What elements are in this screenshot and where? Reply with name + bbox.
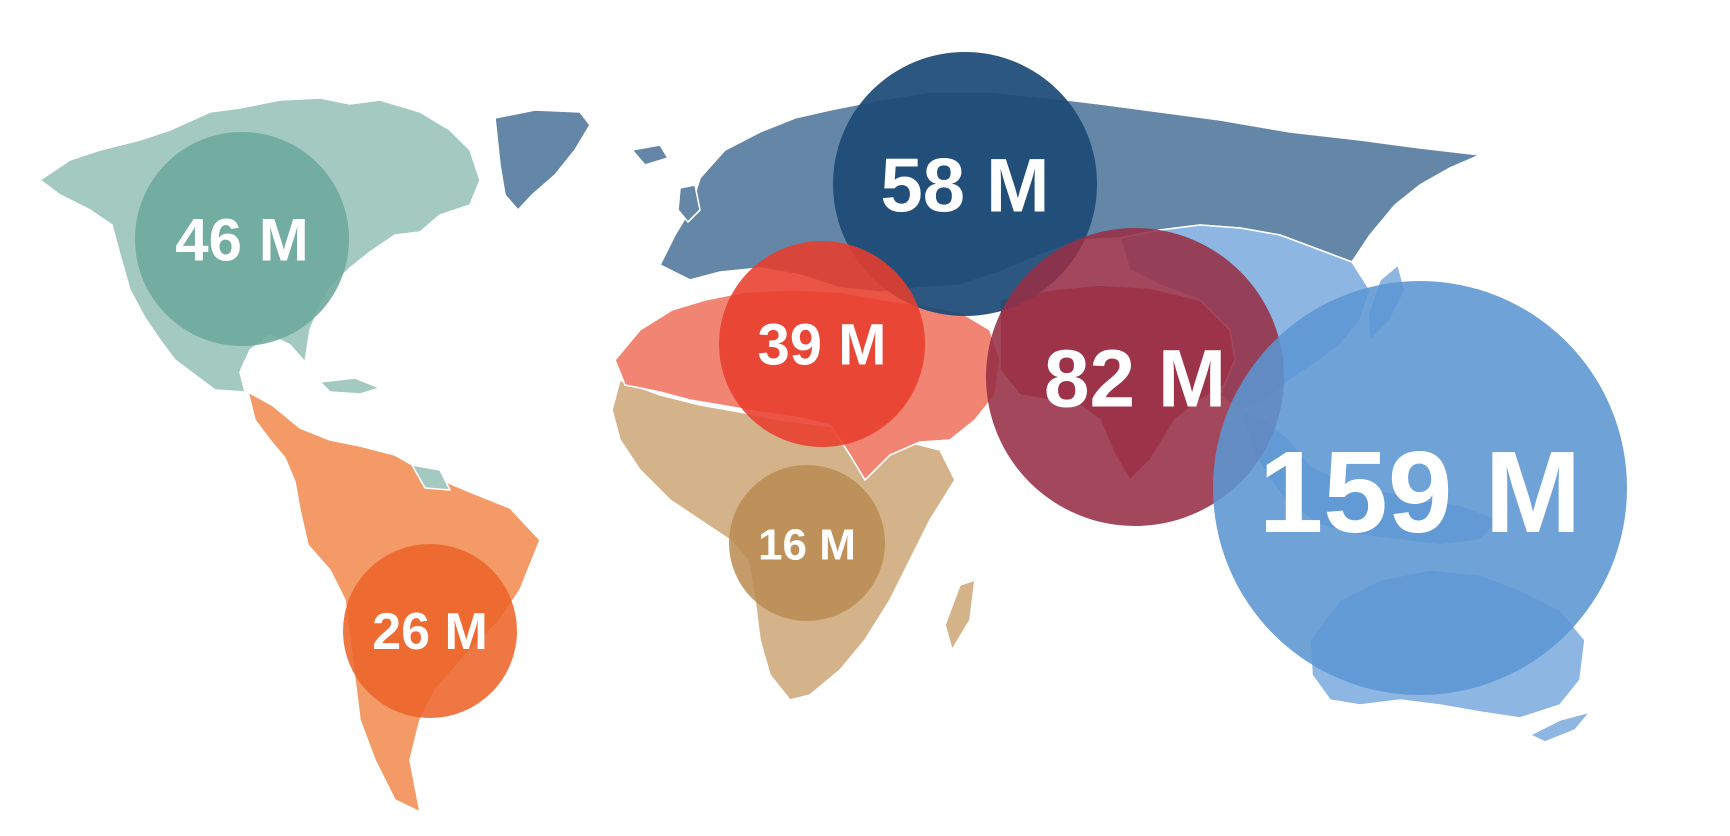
bubble-circle-middle-east-north-africa [719, 241, 925, 447]
iceland-shape [631, 144, 669, 166]
madagascar-shape [944, 579, 976, 651]
bubble-middle-east-north-africa: 39 M [719, 241, 925, 447]
bubble-circle-south-asia [986, 228, 1284, 526]
bubble-label-east-asia-pacific: 159 M [1259, 427, 1581, 557]
bubble-circle-sub-saharan-africa [729, 465, 885, 621]
greenland-shape [494, 109, 591, 211]
bubble-north-america: 46 M [135, 132, 349, 346]
bubble-label-sub-saharan-africa: 16 M [758, 521, 856, 570]
bubble-europe-russia: 58 M [833, 52, 1097, 316]
bubble-circle-north-america [135, 132, 349, 346]
new-zealand-shape [1529, 711, 1591, 743]
bubble-latin-america: 26 M [343, 544, 517, 718]
bubble-south-asia: 82 M [986, 228, 1284, 526]
bubble-label-middle-east-north-africa: 39 M [758, 313, 887, 378]
bubble-sub-saharan-africa: 16 M [729, 465, 885, 621]
caribbean-shape [319, 377, 381, 395]
bubble-label-south-asia: 82 M [1044, 334, 1226, 425]
uk-shape [677, 184, 701, 223]
bubble-east-asia-pacific: 159 M [1213, 281, 1627, 695]
bubble-label-latin-america: 26 M [372, 603, 488, 661]
bubble-circle-east-asia-pacific [1213, 281, 1627, 695]
bubble-label-europe-russia: 58 M [881, 144, 1050, 229]
guyana-shape [411, 464, 451, 491]
bubble-circle-latin-america [343, 544, 517, 718]
bubble-circle-europe-russia [833, 52, 1097, 316]
bubble-label-north-america: 46 M [175, 207, 308, 274]
